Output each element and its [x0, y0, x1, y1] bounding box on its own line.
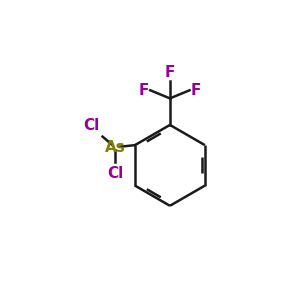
Text: As: As: [105, 140, 126, 155]
Text: F: F: [139, 83, 149, 98]
Text: Cl: Cl: [107, 166, 123, 181]
Text: F: F: [165, 65, 175, 80]
Text: F: F: [191, 83, 201, 98]
Text: Cl: Cl: [83, 118, 99, 133]
